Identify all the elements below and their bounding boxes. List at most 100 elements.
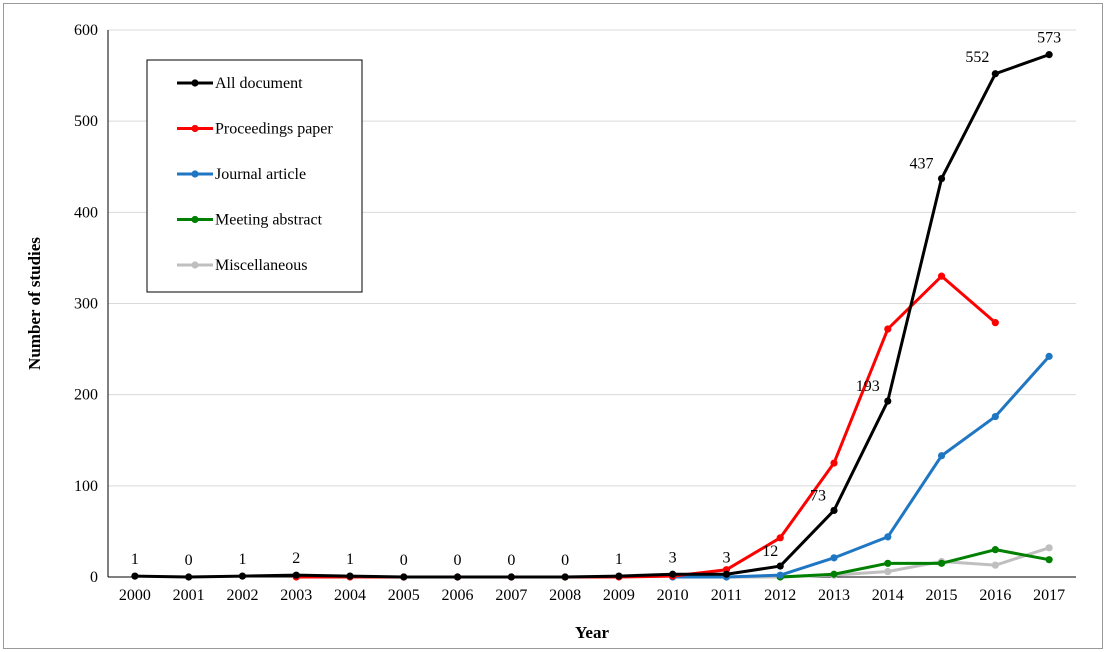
data-label: 2: [292, 550, 300, 567]
y-tick-label: 0: [90, 569, 98, 586]
data-point: [131, 572, 139, 580]
y-tick-label: 100: [74, 478, 98, 495]
data-point: [884, 533, 892, 541]
x-tick-label: 2000: [119, 587, 151, 604]
data-point: [507, 573, 515, 581]
data-label: 193: [856, 378, 880, 395]
data-label: 573: [1037, 30, 1061, 47]
data-point: [830, 506, 838, 515]
chart-frame: 0 100 200 300 400 500 600 2000 2001 2002 2003 2004…: [3, 3, 1103, 649]
legend-label: Journal article: [215, 166, 306, 183]
legend-item-journal-article: Journal article: [177, 166, 306, 183]
data-point: [561, 573, 569, 581]
legend-label: Proceedings paper: [215, 121, 333, 138]
x-tick-label: 2006: [442, 587, 474, 604]
y-axis-title: Number of studies: [25, 237, 44, 370]
y-tick-label: 200: [74, 387, 98, 404]
data-point: [1045, 544, 1053, 552]
x-tick-labels: 2000 2001 2002 2003 2004 2005 2006 2007 2008 2009…: [119, 587, 1065, 604]
legend-item-all-document: All document: [177, 75, 303, 92]
x-tick-label: 2017: [1033, 587, 1065, 604]
x-tick-label: 2003: [280, 587, 312, 604]
data-label: 437: [910, 156, 934, 173]
data-point: [776, 562, 784, 570]
data-label: 1: [238, 551, 246, 568]
x-tick-label: 2002: [226, 587, 258, 604]
data-point: [830, 554, 838, 562]
data-point: [991, 561, 999, 569]
legend-swatch-marker: [191, 124, 199, 133]
legend-swatch-marker: [191, 79, 199, 87]
series-all-document: [131, 51, 1053, 581]
x-tick-label: 2007: [495, 587, 527, 604]
x-tick-label: 2011: [711, 587, 742, 604]
data-label: 0: [454, 552, 462, 569]
legend-label: All document: [215, 75, 303, 92]
data-point: [722, 570, 731, 578]
x-tick-label: 2016: [979, 587, 1011, 604]
x-tick-label: 2015: [926, 587, 958, 604]
data-point: [884, 397, 892, 405]
series-group: [131, 51, 1053, 581]
y-tick-label: 400: [74, 204, 98, 221]
series-meeting-abstract: [776, 546, 1053, 581]
series-line: [780, 548, 1050, 579]
x-axis-title: Year: [575, 623, 609, 642]
data-label: 552: [965, 49, 989, 66]
data-point: [884, 325, 892, 333]
legend-item-miscellaneous: Miscellaneous: [177, 257, 307, 274]
x-tick-label: 2014: [872, 587, 904, 604]
data-point: [776, 571, 784, 579]
y-tick-label: 500: [74, 113, 98, 130]
data-point: [830, 459, 838, 467]
data-label: 0: [400, 552, 408, 569]
legend: All document Proceedings paper Journal art…: [146, 59, 363, 293]
x-tick-label: 2005: [388, 587, 420, 604]
data-point: [937, 559, 946, 567]
x-tick-label: 2012: [764, 587, 796, 604]
legend-swatch-marker: [191, 261, 199, 269]
data-point: [1045, 556, 1053, 564]
data-point: [615, 572, 623, 580]
data-label: 3: [669, 549, 677, 566]
y-tick-label: 600: [74, 22, 98, 39]
legend-swatch-marker: [191, 170, 199, 178]
data-label: 3: [722, 549, 730, 566]
y-tick-label: 300: [74, 296, 98, 313]
data-label: 0: [507, 552, 515, 569]
data-point: [776, 534, 784, 542]
series-proceedings-paper: [292, 272, 999, 581]
data-label: 0: [561, 552, 569, 569]
data-point: [884, 559, 892, 567]
data-point: [1045, 51, 1053, 59]
data-point: [991, 70, 999, 78]
data-point: [346, 572, 354, 580]
data-point: [830, 570, 838, 578]
data-point: [991, 319, 999, 327]
legend-box: [146, 59, 363, 293]
data-point: [238, 572, 247, 580]
series-line: [672, 355, 1051, 579]
data-point: [292, 571, 300, 579]
series-line: [134, 53, 1050, 579]
data-label: 1: [131, 551, 139, 568]
y-tick-labels: 0 100 200 300 400 500 600: [74, 22, 98, 586]
x-tick-label: 2010: [657, 587, 689, 604]
data-label: 0: [185, 552, 193, 569]
legend-item-meeting-abstract: Meeting abstract: [177, 212, 323, 229]
data-point: [991, 546, 999, 554]
legend-label: Miscellaneous: [215, 257, 307, 274]
series-journal-article: [669, 352, 1053, 581]
data-point: [937, 175, 946, 183]
x-tick-label: 2013: [818, 587, 850, 604]
data-label: 1: [615, 551, 623, 568]
data-point: [1045, 352, 1053, 360]
x-tick-label: 2004: [334, 587, 366, 604]
data-point: [937, 452, 946, 460]
data-point: [669, 570, 677, 578]
data-point: [937, 272, 946, 280]
data-label: 73: [810, 487, 826, 504]
data-label: 1: [346, 551, 354, 568]
data-point: [400, 573, 408, 581]
